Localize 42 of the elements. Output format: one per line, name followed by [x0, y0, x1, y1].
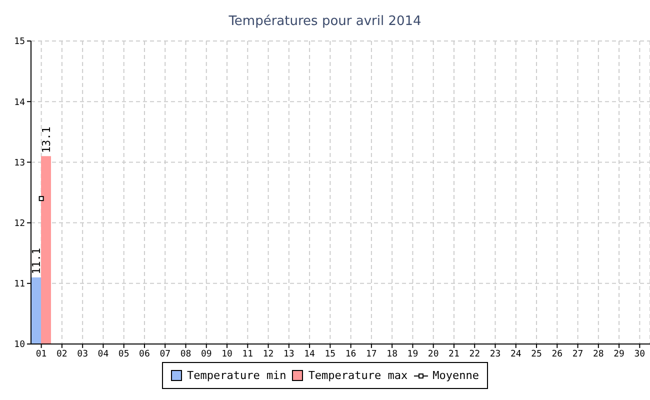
data-label: 13.1 [40, 126, 53, 154]
x-tick-label: 20 [428, 349, 439, 360]
chart-title: Températures pour avril 2014 [228, 14, 422, 29]
x-tick-label: 22 [469, 349, 480, 360]
y-tick-label: 12 [14, 218, 25, 229]
legend-label: Temperature min [186, 369, 286, 382]
x-tick-label: 15 [324, 349, 336, 360]
x-tick-label: 11 [242, 349, 254, 360]
x-tick-label: 02 [56, 349, 68, 360]
y-tick-label: 13 [14, 158, 25, 168]
x-tick-label: 27 [572, 349, 584, 360]
data-label: 11.1 [30, 248, 43, 274]
x-tick-label: 12 [262, 349, 274, 360]
x-tick-label: 29 [614, 349, 624, 360]
x-tick-label: 26 [552, 349, 563, 360]
x-tick-label: 19 [407, 349, 418, 360]
x-tick-label: 13 [283, 349, 294, 360]
x-tick-label: 10 [222, 349, 232, 360]
x-tick-label: 23 [490, 349, 501, 360]
x-tick-label: 25 [531, 349, 542, 360]
x-tick-label: 04 [98, 349, 109, 360]
x-tick-label: 14 [304, 349, 315, 360]
x-tick-label: 06 [139, 349, 150, 360]
legend-label: Moyenne [432, 369, 480, 382]
y-tick-label: 10 [14, 340, 25, 350]
x-tick-label: 01 [36, 349, 47, 360]
x-tick-label: 05 [118, 349, 130, 360]
x-tick-label: 16 [345, 349, 356, 360]
legend-label: Temperature max [308, 369, 408, 382]
y-tick-label: 15 [14, 37, 25, 48]
x-tick-label: 17 [366, 349, 377, 360]
x-tick-label: 24 [510, 349, 522, 360]
y-tick-label: 11 [14, 280, 25, 290]
x-tick-label: 09 [200, 349, 212, 360]
x-tick-label: 30 [634, 349, 646, 360]
x-tick-label: 18 [386, 349, 398, 360]
x-tick-label: 28 [592, 349, 604, 360]
x-tick-label: 08 [180, 349, 192, 360]
x-tick-label: 03 [77, 349, 88, 360]
x-tick-label: 07 [160, 349, 171, 360]
y-tick-label: 14 [14, 98, 25, 108]
x-tick-label: 21 [448, 349, 460, 360]
